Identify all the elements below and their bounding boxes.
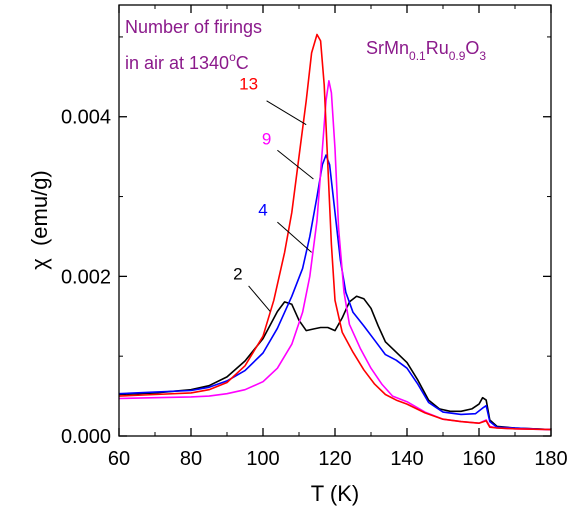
- series-line-13: [118, 33, 552, 431]
- svg-text:χ (emu/g): χ (emu/g): [27, 170, 52, 269]
- x-tick-label: 100: [246, 448, 279, 470]
- series-line-2: [118, 295, 552, 431]
- compound-sub1: 0.1: [409, 49, 426, 63]
- series-layer: [118, 33, 552, 431]
- curve-label-4: 4: [258, 201, 267, 220]
- y-tick-label: 0.002: [61, 266, 111, 288]
- legend-title-line2-prefix: in air at 1340: [125, 53, 229, 73]
- curve-label-13: 13: [239, 75, 258, 94]
- tick-layer: 60 80 100 120 140 160 180 0.000 0.002 0.004: [61, 5, 568, 470]
- series-line-4: [118, 154, 552, 431]
- legend-title-degree: o: [229, 50, 236, 64]
- curve-pointer-13: [266, 100, 307, 126]
- pointer-layer: 2 4 9 13: [233, 75, 314, 312]
- curve-pointer-2: [248, 285, 271, 312]
- x-tick-label: 180: [534, 448, 567, 470]
- plot-frame: [118, 4, 552, 437]
- compound-sub3: 3: [479, 49, 486, 63]
- y-axis-title-symbol: χ: [27, 258, 52, 270]
- x-tick-label: 140: [390, 448, 423, 470]
- x-tick-label: 120: [318, 448, 351, 470]
- y-tick-label: 0.004: [61, 107, 111, 129]
- compound-tail: O: [465, 38, 479, 58]
- compound-base: SrMn: [366, 38, 409, 58]
- y-axis-title-unit: (emu/g): [27, 170, 52, 246]
- compound-formula: SrMn0.1Ru0.9O3: [366, 38, 486, 63]
- x-tick-label: 80: [180, 448, 202, 470]
- y-axis-title: χ (emu/g): [27, 170, 52, 269]
- x-tick-label: 60: [108, 448, 130, 470]
- compound-sub2: 0.9: [449, 49, 466, 63]
- legend-title-line2-suffix: C: [236, 53, 249, 73]
- curve-label-2: 2: [233, 265, 242, 284]
- legend-title-line1: Number of firings: [125, 17, 262, 37]
- compound-mid: Ru: [426, 38, 449, 58]
- x-axis-title: T (K): [311, 481, 359, 506]
- curve-pointer-4: [277, 221, 312, 253]
- legend-title-line2: in air at 1340oC: [125, 50, 249, 73]
- curve-label-9: 9: [262, 130, 271, 149]
- curve-pointer-9: [277, 149, 314, 180]
- x-tick-label: 160: [462, 448, 495, 470]
- y-tick-label: 0.000: [61, 426, 111, 448]
